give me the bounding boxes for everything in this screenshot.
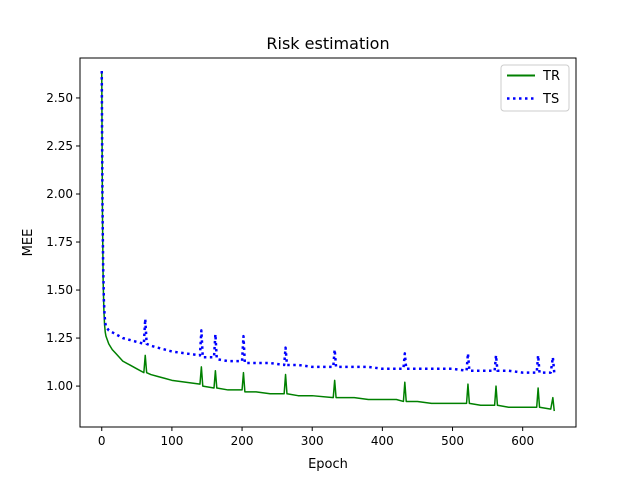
y-tick-label: 1.25 bbox=[46, 331, 73, 345]
x-tick-label: 600 bbox=[511, 434, 534, 448]
legend-label-ts: TS bbox=[542, 92, 559, 107]
y-tick-label: 2.25 bbox=[46, 139, 73, 153]
x-axis-ticks: 0 100 200 300 400 500 600 bbox=[98, 427, 534, 448]
x-tick-label: 100 bbox=[160, 434, 183, 448]
x-tick-label: 200 bbox=[231, 434, 254, 448]
x-tick-label: 500 bbox=[441, 434, 464, 448]
x-axis-label: Epoch bbox=[308, 457, 348, 472]
y-tick-label: 1.75 bbox=[46, 235, 73, 249]
plot-layer bbox=[100, 71, 556, 412]
chart-title: Risk estimation bbox=[266, 34, 389, 53]
y-tick-label: 1.50 bbox=[46, 283, 73, 297]
x-tick-label: 0 bbox=[98, 434, 106, 448]
y-tick-label: 2.50 bbox=[46, 91, 73, 105]
y-tick-label: 1.00 bbox=[46, 379, 73, 393]
series-line-ts bbox=[100, 71, 556, 374]
x-tick-label: 400 bbox=[371, 434, 394, 448]
x-tick-label: 300 bbox=[301, 434, 324, 448]
y-tick-label: 2.00 bbox=[46, 187, 73, 201]
y-axis-ticks: 1.00 1.25 1.50 1.75 2.00 2.25 2.50 bbox=[46, 91, 80, 393]
y-axis-label: MEE bbox=[21, 229, 36, 257]
legend: TR TS bbox=[500, 64, 570, 112]
series-line-tr bbox=[101, 71, 555, 412]
legend-label-tr: TR bbox=[542, 69, 560, 84]
